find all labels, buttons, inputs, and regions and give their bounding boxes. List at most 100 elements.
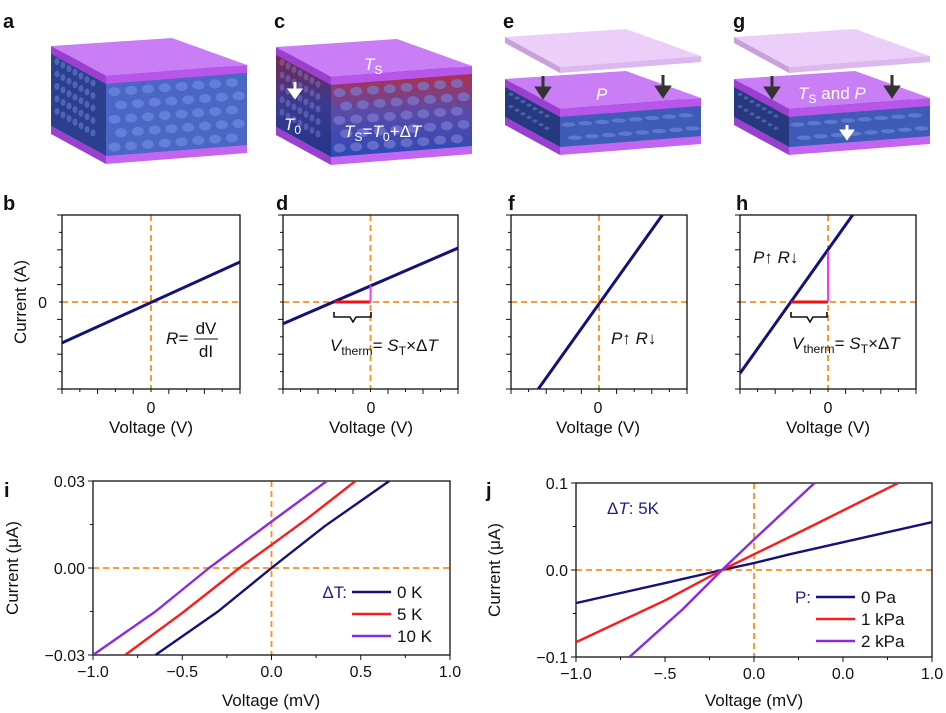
text-segment: : 5K: [629, 499, 660, 518]
foam-pore: [158, 83, 171, 93]
foam-pore: [182, 122, 195, 132]
x-tick-label: −1.0: [77, 664, 109, 681]
foam-pore: [108, 114, 121, 124]
foam-pore: [225, 105, 238, 115]
foam-pore: [417, 109, 430, 119]
pressing-plate-surface: [505, 29, 701, 67]
y-tick-label: 0.0: [546, 563, 568, 580]
x-tick-zero-d: 0: [367, 400, 376, 417]
foam-pore: [215, 92, 228, 102]
foam-pore: [309, 89, 315, 97]
text-segment: T: [284, 115, 296, 134]
text-segment: S: [354, 130, 362, 144]
x-axis-label-d: Voltage (V): [329, 418, 413, 437]
text-segment: 0: [383, 130, 390, 144]
text-segment: S: [849, 334, 861, 353]
legend-label: 1 kPa: [861, 610, 905, 629]
foam-pore: [60, 98, 66, 106]
x-tick-label: 1.0: [921, 666, 943, 683]
foam-pore: [209, 106, 222, 116]
foam-pore: [383, 84, 396, 94]
bottom-electrode-front: [560, 136, 701, 155]
foam-pore: [115, 128, 128, 138]
text-segment: S: [374, 63, 382, 77]
foam-pore: [297, 82, 303, 90]
foam-pore: [662, 114, 677, 119]
top-electrode-side: [734, 79, 789, 117]
x-tick-label: 0.5: [350, 664, 372, 681]
foam-pore: [790, 122, 805, 127]
foam-pore: [303, 110, 309, 118]
annotation-resistance: R= dV dI: [166, 319, 218, 361]
top-electrode-surface: [276, 39, 472, 77]
top-electrode-front: [106, 65, 247, 84]
x-tick-label: −1.0: [560, 666, 592, 683]
x-tick-label: −0.5: [166, 664, 198, 681]
panel-label-e: e: [503, 11, 514, 33]
illustration-heated-device: [276, 39, 472, 165]
foam-pore: [125, 85, 138, 95]
label-t0: T0: [284, 115, 301, 137]
text-segment: T: [411, 122, 423, 141]
foam-pore: [54, 70, 60, 78]
pressing-plate-side: [505, 37, 560, 73]
x-axis-label-b: Voltage (V): [109, 418, 193, 437]
text-segment: T: [618, 499, 630, 518]
x-tick-label: 0.0: [260, 664, 282, 681]
foam-pore: [578, 121, 593, 126]
foam-pore: [209, 134, 222, 144]
foam-pore: [508, 92, 514, 96]
text-segment: =: [363, 122, 373, 141]
legend-label: 0 K: [397, 583, 423, 602]
text-segment: T: [399, 344, 407, 358]
foam-pore: [767, 110, 773, 114]
arrow-down-icon: [883, 75, 901, 99]
text-segment: V: [330, 336, 343, 355]
foam-pore: [340, 129, 353, 139]
y-tick-label: −0.1: [536, 650, 568, 667]
foam-pore: [366, 140, 379, 150]
top-electrode-side: [505, 79, 560, 117]
illustration-pressed-device: [505, 29, 701, 155]
foam-pore: [538, 110, 544, 114]
foam-pore: [400, 110, 413, 120]
panel-label-i: i: [4, 480, 10, 502]
arrow-down-icon: [839, 125, 855, 141]
foam-pore: [584, 134, 599, 139]
y-tick-label: 0.03: [54, 474, 85, 491]
panel-label-b: b: [3, 193, 15, 215]
foam-pore: [199, 93, 212, 103]
foam-pore: [366, 85, 379, 95]
top-electrode-surface: [51, 38, 247, 76]
annotation-vtherm-d: Vtherm= ST×ΔT: [330, 336, 439, 358]
foam-pore: [66, 102, 72, 110]
bottom-electrode-side: [734, 117, 789, 155]
foam-pore: [108, 142, 121, 152]
panel-label-j: j: [485, 480, 492, 502]
foam-pore: [737, 92, 743, 96]
foam-pore: [279, 108, 285, 116]
x-tick-zero-b: 0: [147, 400, 156, 417]
foam-pore: [628, 117, 643, 122]
foam-pore: [652, 128, 667, 134]
foam-pore: [192, 108, 205, 118]
foam-pore: [514, 108, 520, 112]
foam-pore: [66, 65, 72, 73]
arrow-down-icon: [763, 76, 781, 100]
foam-pore: [78, 97, 84, 105]
iv-curve: [62, 260, 240, 345]
text-segment: +Δ: [390, 122, 411, 141]
y-axis-label-i: Current (μA): [3, 521, 22, 615]
series-line-10-K: [93, 481, 328, 655]
foam-pore: [356, 100, 369, 110]
foam-pore: [131, 99, 144, 109]
series-line-1-kPa: [576, 483, 899, 644]
bottom-electrode-side: [51, 126, 106, 164]
foam-pore: [297, 94, 303, 102]
bottom-electrode-side: [505, 117, 560, 155]
brace-d: [333, 312, 372, 324]
text-segment: T: [861, 342, 869, 356]
arrow-down-icon: [654, 75, 672, 99]
foam-pore: [333, 88, 346, 98]
